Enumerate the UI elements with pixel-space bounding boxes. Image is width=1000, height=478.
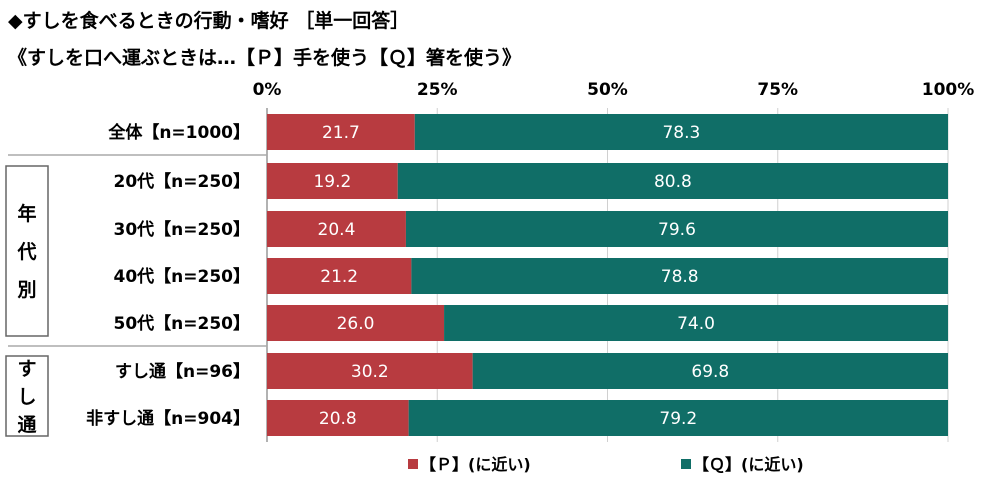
x-tick-label: 75% bbox=[757, 80, 798, 100]
chart-title: ◆すしを食べるときの行動・嗜好 ［単一回答］ bbox=[8, 10, 410, 32]
bar-segment-q bbox=[411, 258, 948, 294]
bar-segment-p bbox=[267, 400, 409, 436]
category-label: 40代【n=250】 bbox=[114, 266, 251, 287]
category-label: 全体【n=1000】 bbox=[107, 122, 250, 143]
bar-segment-q bbox=[397, 163, 948, 199]
group-label-char: し bbox=[17, 386, 36, 408]
bar-segment-q bbox=[444, 305, 948, 341]
bar-segment-p bbox=[267, 258, 412, 294]
chart-subtitle: 《すしを口へ運ぶときは…【Ｐ】手を使う【Ｑ】箸を使う》 bbox=[8, 47, 522, 69]
group-label-char: 通 bbox=[17, 414, 37, 436]
data-label: 79.6 bbox=[658, 220, 696, 240]
data-label: 79.2 bbox=[659, 409, 697, 429]
data-label: 78.8 bbox=[661, 267, 699, 287]
x-tick-label: 100% bbox=[922, 80, 975, 100]
data-label: 80.8 bbox=[654, 172, 692, 192]
bar-segment-p bbox=[267, 114, 415, 150]
legend-label: 【Ｑ】(に近い) bbox=[693, 455, 804, 474]
group-label-char: 代 bbox=[16, 241, 36, 263]
x-tick-label: 50% bbox=[587, 80, 628, 100]
data-label: 30.2 bbox=[351, 362, 389, 382]
data-label: 69.8 bbox=[691, 362, 729, 382]
legend-swatch bbox=[681, 459, 691, 469]
legend-swatch bbox=[408, 459, 418, 469]
x-tick-label: 25% bbox=[417, 80, 458, 100]
data-label: 78.3 bbox=[662, 123, 700, 143]
bar-segment-q bbox=[472, 353, 948, 389]
bar-segment-p bbox=[267, 305, 445, 341]
category-label: 20代【n=250】 bbox=[114, 171, 251, 192]
bar-segment-p bbox=[267, 163, 398, 199]
bar-segment-q bbox=[408, 400, 948, 436]
x-tick-label: 0% bbox=[253, 80, 282, 100]
data-label: 21.2 bbox=[320, 267, 358, 287]
bar-segment-p bbox=[267, 353, 473, 389]
category-label: 50代【n=250】 bbox=[114, 313, 251, 334]
bar-segment-p bbox=[267, 211, 406, 247]
bar-segment-q bbox=[405, 211, 948, 247]
group-label-char: 別 bbox=[17, 279, 36, 301]
bar-segment-q bbox=[414, 114, 949, 150]
group-label-char: 年 bbox=[17, 202, 36, 225]
data-label: 74.0 bbox=[677, 314, 715, 334]
category-label: すし通【n=96】 bbox=[115, 361, 250, 382]
legend-label: 【Ｐ】(に近い) bbox=[420, 455, 531, 474]
data-label: 20.8 bbox=[319, 409, 357, 429]
group-label-char: す bbox=[17, 358, 36, 380]
group-box bbox=[5, 165, 49, 337]
data-label: 20.4 bbox=[318, 220, 356, 240]
data-label: 21.7 bbox=[322, 123, 360, 143]
group-box bbox=[5, 355, 49, 437]
category-label: 非すし通【n=904】 bbox=[86, 408, 250, 429]
data-label: 26.0 bbox=[337, 314, 375, 334]
category-label: 30代【n=250】 bbox=[114, 219, 251, 240]
data-label: 19.2 bbox=[313, 172, 351, 192]
